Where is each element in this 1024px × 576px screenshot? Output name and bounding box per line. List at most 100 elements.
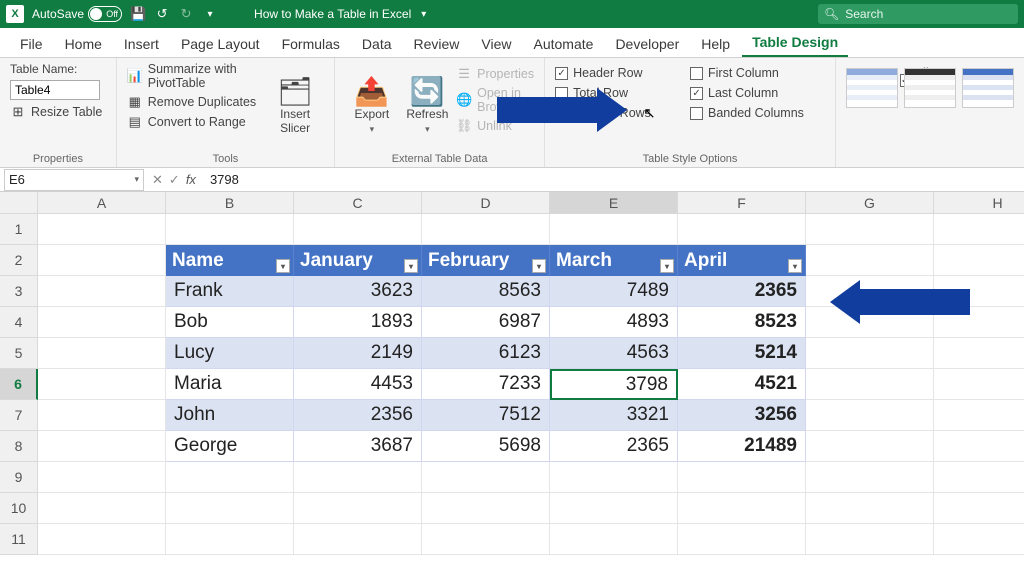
table-cell[interactable]: 8523 [678, 307, 806, 338]
col-header[interactable]: A [38, 192, 166, 214]
cell[interactable] [806, 214, 934, 245]
cell[interactable] [166, 214, 294, 245]
filter-dropdown-icon[interactable]: ▾ [788, 259, 802, 273]
document-title-caret-icon[interactable]: ▾ [421, 9, 426, 20]
filter-dropdown-icon[interactable]: ▾ [404, 259, 418, 273]
cell[interactable] [38, 214, 166, 245]
cell[interactable] [38, 431, 166, 462]
cell[interactable] [678, 524, 806, 555]
tab-developer[interactable]: Developer [605, 30, 689, 57]
cell[interactable] [38, 524, 166, 555]
table-cell[interactable]: 7233 [422, 369, 550, 400]
cell[interactable] [422, 493, 550, 524]
cell[interactable] [934, 431, 1024, 462]
fx-icon[interactable]: fx [186, 172, 196, 187]
formula-value[interactable]: 3798 [202, 172, 239, 187]
row-header[interactable]: 5 [0, 338, 38, 369]
tab-file[interactable]: File [10, 30, 53, 57]
table-cell[interactable]: 3623 [294, 276, 422, 307]
cell[interactable] [806, 462, 934, 493]
table-cell[interactable]: 2365 [678, 276, 806, 307]
table-cell[interactable]: 4521 [678, 369, 806, 400]
refresh-button[interactable]: 🔄 Refresh▾ [401, 62, 455, 151]
table-styles-gallery[interactable] [846, 62, 1014, 108]
table-cell[interactable]: 2149 [294, 338, 422, 369]
cancel-formula-icon[interactable]: ✕ [152, 172, 163, 188]
convert-range-button[interactable]: ▤Convert to Range [127, 114, 260, 130]
cell[interactable] [38, 493, 166, 524]
tab-table-design[interactable]: Table Design [742, 28, 848, 57]
tab-help[interactable]: Help [691, 30, 740, 57]
namebox-caret-icon[interactable]: ▾ [134, 174, 139, 185]
cell[interactable] [806, 338, 934, 369]
table-cell[interactable]: 5214 [678, 338, 806, 369]
remove-duplicates-button[interactable]: ▦Remove Duplicates [127, 94, 260, 110]
insert-slicer-button[interactable]: 🗂 Insert Slicer [266, 62, 324, 151]
cell[interactable] [806, 524, 934, 555]
table-cell[interactable]: George [166, 431, 294, 462]
table-cell[interactable]: 4563 [550, 338, 678, 369]
table-cell[interactable]: 5698 [422, 431, 550, 462]
cell[interactable] [38, 276, 166, 307]
cells-area[interactable]: Name▾January▾February▾March▾April▾Frank3… [38, 214, 1024, 555]
cell[interactable] [934, 338, 1024, 369]
cell[interactable] [38, 400, 166, 431]
cell[interactable] [166, 462, 294, 493]
tab-formulas[interactable]: Formulas [272, 30, 350, 57]
table-cell[interactable]: 6987 [422, 307, 550, 338]
style-swatch[interactable] [962, 68, 1014, 108]
col-header[interactable]: D [422, 192, 550, 214]
cell[interactable] [166, 493, 294, 524]
col-header[interactable]: C [294, 192, 422, 214]
table-cell[interactable]: 1893 [294, 307, 422, 338]
redo-icon[interactable]: ↻ [178, 6, 194, 22]
table-name-input[interactable] [10, 80, 100, 100]
undo-icon[interactable]: ↺ [154, 6, 170, 22]
table-cell[interactable]: 2365 [550, 431, 678, 462]
summarize-pivot-button[interactable]: 📊Summarize with PivotTable [127, 62, 260, 90]
resize-table-button[interactable]: ⊞ Resize Table [10, 104, 106, 120]
tab-home[interactable]: Home [55, 30, 112, 57]
table-header-cell[interactable]: March▾ [550, 245, 678, 276]
cell[interactable] [550, 214, 678, 245]
cell[interactable] [806, 400, 934, 431]
table-cell[interactable]: Maria [166, 369, 294, 400]
cell[interactable] [678, 462, 806, 493]
tab-page-layout[interactable]: Page Layout [171, 30, 270, 57]
table-cell[interactable]: 7512 [422, 400, 550, 431]
filter-dropdown-icon[interactable]: ▾ [276, 259, 290, 273]
table-header-cell[interactable]: April▾ [678, 245, 806, 276]
export-button[interactable]: 📤 Export▾ [345, 62, 399, 151]
row-header[interactable]: 11 [0, 524, 38, 555]
row-header[interactable]: 3 [0, 276, 38, 307]
table-cell[interactable]: 8563 [422, 276, 550, 307]
table-cell[interactable]: 3687 [294, 431, 422, 462]
cell[interactable] [422, 214, 550, 245]
check-last-column[interactable]: ✓Last Column [690, 86, 825, 100]
cell[interactable] [38, 307, 166, 338]
select-all-corner[interactable] [0, 192, 38, 214]
table-cell[interactable]: 3798 [550, 369, 678, 400]
cell[interactable] [550, 524, 678, 555]
table-cell[interactable]: Bob [166, 307, 294, 338]
document-title[interactable]: How to Make a Table in Excel [254, 7, 411, 21]
cell[interactable] [934, 524, 1024, 555]
table-cell[interactable]: 3256 [678, 400, 806, 431]
cell[interactable] [294, 214, 422, 245]
table-cell[interactable]: 4453 [294, 369, 422, 400]
cell[interactable] [934, 400, 1024, 431]
cell[interactable] [422, 524, 550, 555]
cell[interactable] [294, 524, 422, 555]
cell[interactable] [550, 493, 678, 524]
toggle-switch[interactable]: Off [88, 6, 122, 22]
cell[interactable] [38, 338, 166, 369]
table-cell[interactable]: 7489 [550, 276, 678, 307]
table-header-cell[interactable]: January▾ [294, 245, 422, 276]
cell[interactable] [678, 493, 806, 524]
qat-dropdown-icon[interactable]: ▾ [202, 6, 218, 22]
filter-dropdown-icon[interactable]: ▾ [532, 259, 546, 273]
col-header[interactable]: F [678, 192, 806, 214]
spreadsheet-grid[interactable]: ABCDEFGH 1234567891011 Name▾January▾Febr… [0, 192, 1024, 555]
cell[interactable] [806, 369, 934, 400]
col-header[interactable]: E [550, 192, 678, 214]
